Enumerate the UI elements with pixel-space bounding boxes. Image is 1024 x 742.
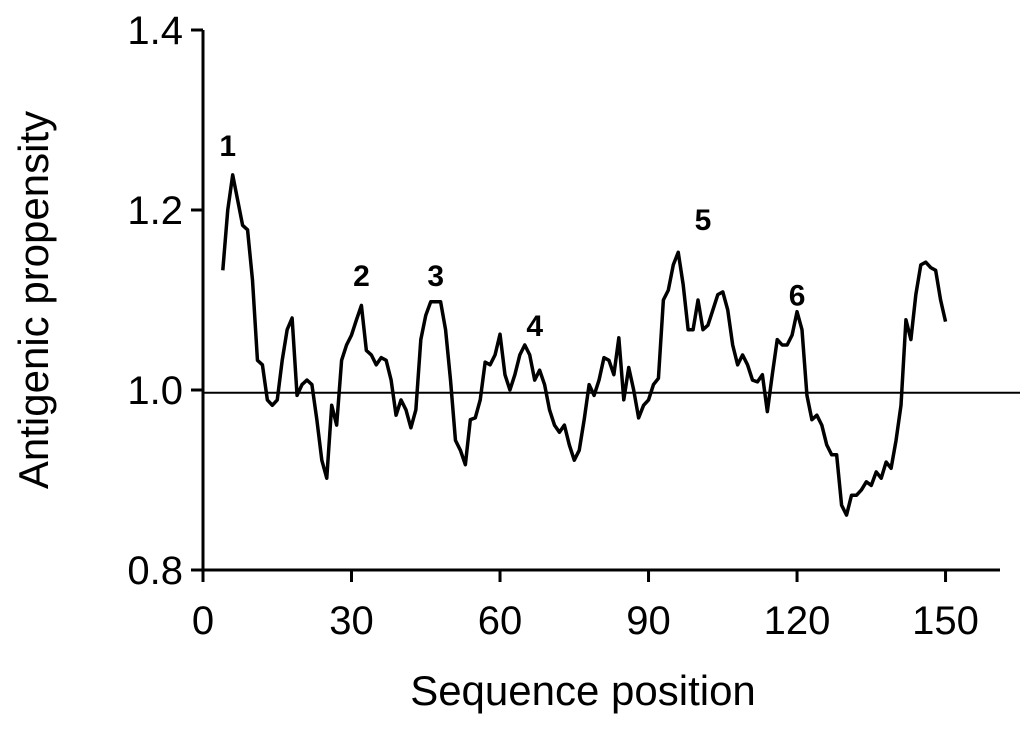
data-line — [221, 173, 948, 517]
peak-label: 6 — [789, 280, 806, 313]
x-tick-label: 120 — [764, 599, 831, 643]
y-axis-label: Antigenic propensity — [10, 111, 57, 489]
x-tick-label: 0 — [192, 599, 214, 643]
y-tick-label: 1.4 — [127, 9, 183, 53]
x-tick-label: 60 — [478, 599, 523, 643]
peak-label: 2 — [353, 260, 370, 293]
y-tick-label: 1.2 — [127, 189, 183, 233]
peak-label: 1 — [219, 130, 236, 163]
x-axis-label: Sequence position — [410, 667, 756, 714]
y-tick-label: 1.0 — [127, 369, 183, 413]
x-tick-label: 150 — [912, 599, 979, 643]
y-tick-label: 0.8 — [127, 549, 183, 593]
x-tick-label: 30 — [329, 599, 374, 643]
peak-label: 4 — [526, 310, 543, 343]
peak-label: 3 — [427, 260, 444, 293]
peak-label: 5 — [695, 204, 712, 237]
x-tick-label: 90 — [626, 599, 671, 643]
